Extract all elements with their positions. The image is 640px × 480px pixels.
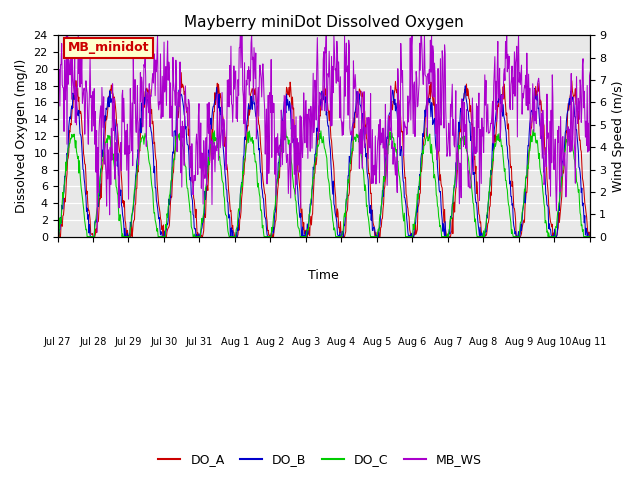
Y-axis label: Dissolved Oxygen (mg/l): Dissolved Oxygen (mg/l) [15, 59, 28, 213]
Y-axis label: Wind Speed (m/s): Wind Speed (m/s) [612, 80, 625, 192]
Text: Jul 29: Jul 29 [115, 337, 142, 347]
Title: Mayberry miniDot Dissolved Oxygen: Mayberry miniDot Dissolved Oxygen [184, 15, 463, 30]
X-axis label: Time: Time [308, 269, 339, 282]
Text: Aug 11: Aug 11 [572, 337, 607, 347]
Text: Jul 28: Jul 28 [79, 337, 107, 347]
Text: Aug 5: Aug 5 [363, 337, 391, 347]
Text: Aug 4: Aug 4 [327, 337, 355, 347]
Text: Jul 31: Jul 31 [186, 337, 213, 347]
Text: Jul 30: Jul 30 [150, 337, 177, 347]
Text: Jul 27: Jul 27 [44, 337, 71, 347]
Text: Aug 7: Aug 7 [433, 337, 462, 347]
Text: Aug 9: Aug 9 [504, 337, 532, 347]
Text: Aug 10: Aug 10 [537, 337, 572, 347]
Legend: DO_A, DO_B, DO_C, MB_WS: DO_A, DO_B, DO_C, MB_WS [153, 448, 487, 471]
Text: Aug 6: Aug 6 [398, 337, 426, 347]
Text: Aug 2: Aug 2 [256, 337, 285, 347]
Text: Aug 1: Aug 1 [221, 337, 249, 347]
Text: Aug 3: Aug 3 [292, 337, 320, 347]
Text: Aug 8: Aug 8 [469, 337, 497, 347]
Text: MB_minidot: MB_minidot [68, 41, 150, 54]
